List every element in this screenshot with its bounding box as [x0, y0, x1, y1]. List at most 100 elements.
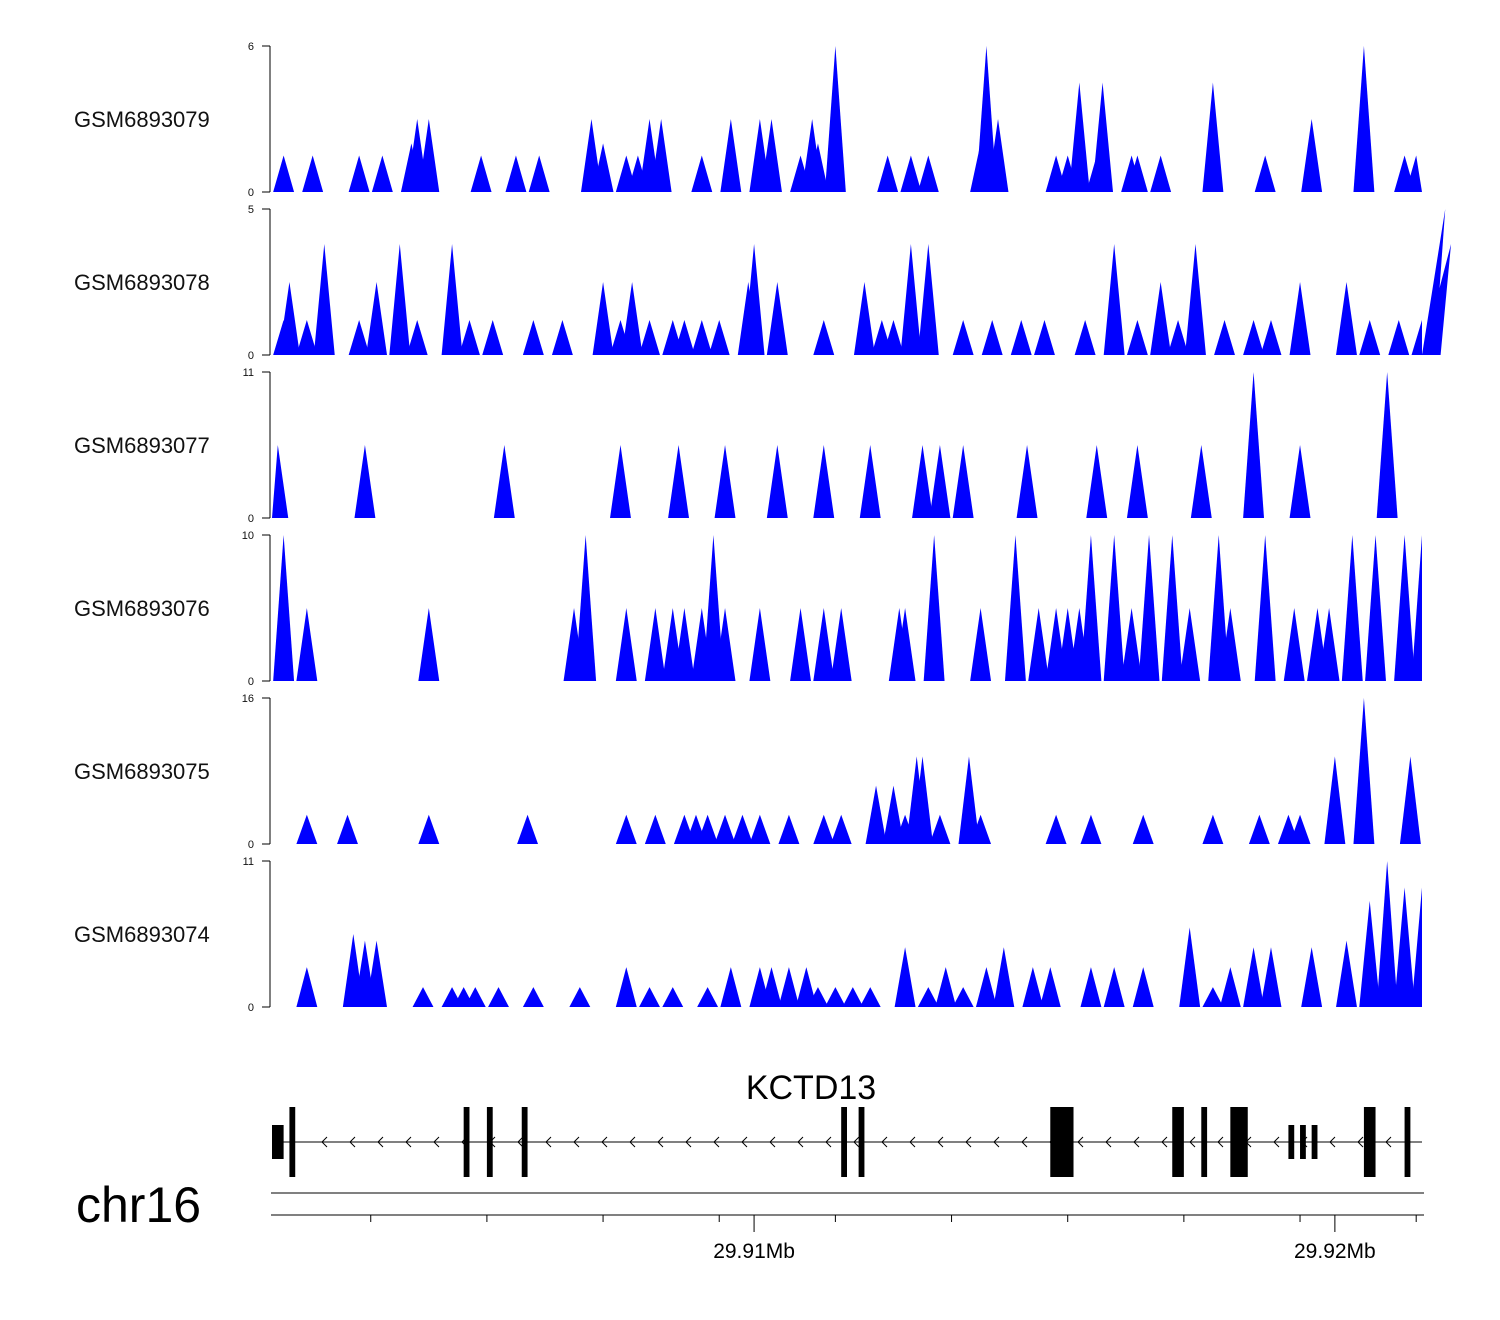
coverage-peak: [1399, 756, 1421, 844]
coverage-peak: [464, 987, 486, 1007]
coverage-peak: [1254, 155, 1276, 192]
coverage-peak: [859, 987, 881, 1007]
exon-block: [1050, 1107, 1074, 1177]
coverage-peak: [766, 282, 788, 355]
coverage-peak: [482, 319, 504, 355]
coverage-peak: [743, 244, 765, 355]
y-tick-label-zero: 0: [248, 676, 254, 688]
coverage-peak: [1208, 535, 1230, 681]
y-tick-label-zero: 0: [248, 839, 254, 851]
coverage-peak: [273, 535, 295, 681]
coverage-peak: [592, 282, 614, 355]
coverage-peak: [1080, 967, 1102, 1007]
exon-block: [486, 1107, 493, 1177]
track-label: GSM6893079: [74, 107, 210, 132]
coverage-peak: [813, 445, 835, 518]
coverage-peak: [348, 319, 370, 355]
coverage-peak: [1243, 947, 1265, 1007]
coverage-peak: [517, 814, 539, 844]
y-tick-label-zero: 0: [248, 350, 254, 362]
exon-block: [841, 1107, 847, 1177]
strand-arrow: [377, 1136, 384, 1148]
coverage-peak: [1126, 445, 1148, 518]
coverage-peak: [296, 319, 318, 355]
coverage-peak: [1359, 900, 1381, 1007]
exon-block: [858, 1107, 865, 1177]
strand-arrow: [713, 1136, 720, 1148]
strand-arrow: [433, 1136, 440, 1148]
coverage-peak: [1301, 947, 1323, 1007]
strand-arrow: [1273, 1136, 1280, 1148]
coverage-peak: [551, 319, 573, 355]
coverage-peak: [273, 155, 295, 192]
coverage-peak: [720, 967, 742, 1007]
coverage-peak: [830, 608, 852, 681]
strand-arrow: [797, 1136, 804, 1148]
coverage-peak: [900, 244, 922, 355]
coverage-peak: [1422, 209, 1446, 355]
coverage-peak: [1301, 119, 1323, 192]
exon-block: [1363, 1107, 1376, 1177]
coverage-peak: [1394, 535, 1416, 681]
coverage-peak: [1324, 756, 1346, 844]
coverage-peak: [1243, 372, 1265, 518]
coverage-peak: [1376, 861, 1398, 1007]
coverage-peak: [296, 967, 318, 1007]
strand-arrow: [1133, 1136, 1140, 1148]
coverage-peak: [470, 155, 492, 192]
coverage-peak: [313, 244, 335, 355]
coverage-peak: [1080, 535, 1102, 681]
coverage-peak: [952, 445, 974, 518]
strand-arrow: [1105, 1136, 1112, 1148]
coverage-peak: [813, 814, 835, 844]
axis-major-tick-label: 29.92Mb: [1294, 1240, 1376, 1263]
coverage-peak: [714, 445, 736, 518]
coverage-peak: [1202, 987, 1224, 1007]
strand-arrow: [881, 1136, 888, 1148]
strand-arrow: [1385, 1136, 1392, 1148]
coverage-peak: [1126, 155, 1148, 192]
coverage-peak: [668, 445, 690, 518]
strand-arrow: [1329, 1136, 1336, 1148]
coverage-peak: [337, 814, 358, 844]
coverage-peak: [1260, 947, 1282, 1007]
coverage-peak: [354, 445, 376, 518]
strand-arrow: [1161, 1136, 1168, 1148]
genome-axis: chr16 29.91Mb 29.92Mb: [76, 1177, 1424, 1263]
strand-arrow: [601, 1136, 608, 1148]
coverage-peak: [1039, 967, 1061, 1007]
coverage-peak: [418, 608, 440, 681]
coverage-peak: [1103, 535, 1125, 681]
coverage-peak: [958, 756, 980, 844]
coverage-peak: [935, 967, 957, 1007]
track-GSM6893075: GSM6893075 16 0: [74, 693, 1421, 851]
coverage-peak: [1016, 445, 1038, 518]
coverage-peak: [673, 608, 695, 681]
coverage-peak: [1092, 82, 1114, 192]
coverage-peak: [610, 445, 631, 518]
coverage-peak: [1080, 814, 1102, 844]
coverage-peak: [592, 143, 614, 192]
coverage-peak: [644, 608, 666, 681]
coverage-peak: [883, 319, 904, 355]
strand-arrow: [741, 1136, 748, 1148]
coverage-peak: [761, 967, 782, 1007]
coverage-peak: [569, 987, 591, 1007]
coverage-peak: [1318, 608, 1340, 681]
coverage-peak: [1248, 814, 1270, 844]
utr-block: [1288, 1125, 1295, 1159]
coverage-peak: [1202, 814, 1224, 844]
coverage-peak: [981, 319, 1003, 355]
coverage-peak: [1289, 814, 1311, 844]
coverage-peak: [720, 119, 742, 192]
coverage-peak: [1121, 608, 1143, 681]
coverage-peak: [766, 445, 788, 518]
strand-arrow: [853, 1136, 860, 1148]
coverage-peak: [987, 119, 1009, 192]
coverage-peak: [778, 814, 800, 844]
coverage-peak: [1132, 814, 1154, 844]
coverage-peak: [824, 987, 846, 1007]
y-tick-label-max: 11: [243, 367, 254, 379]
coverage-peak: [1132, 967, 1154, 1007]
